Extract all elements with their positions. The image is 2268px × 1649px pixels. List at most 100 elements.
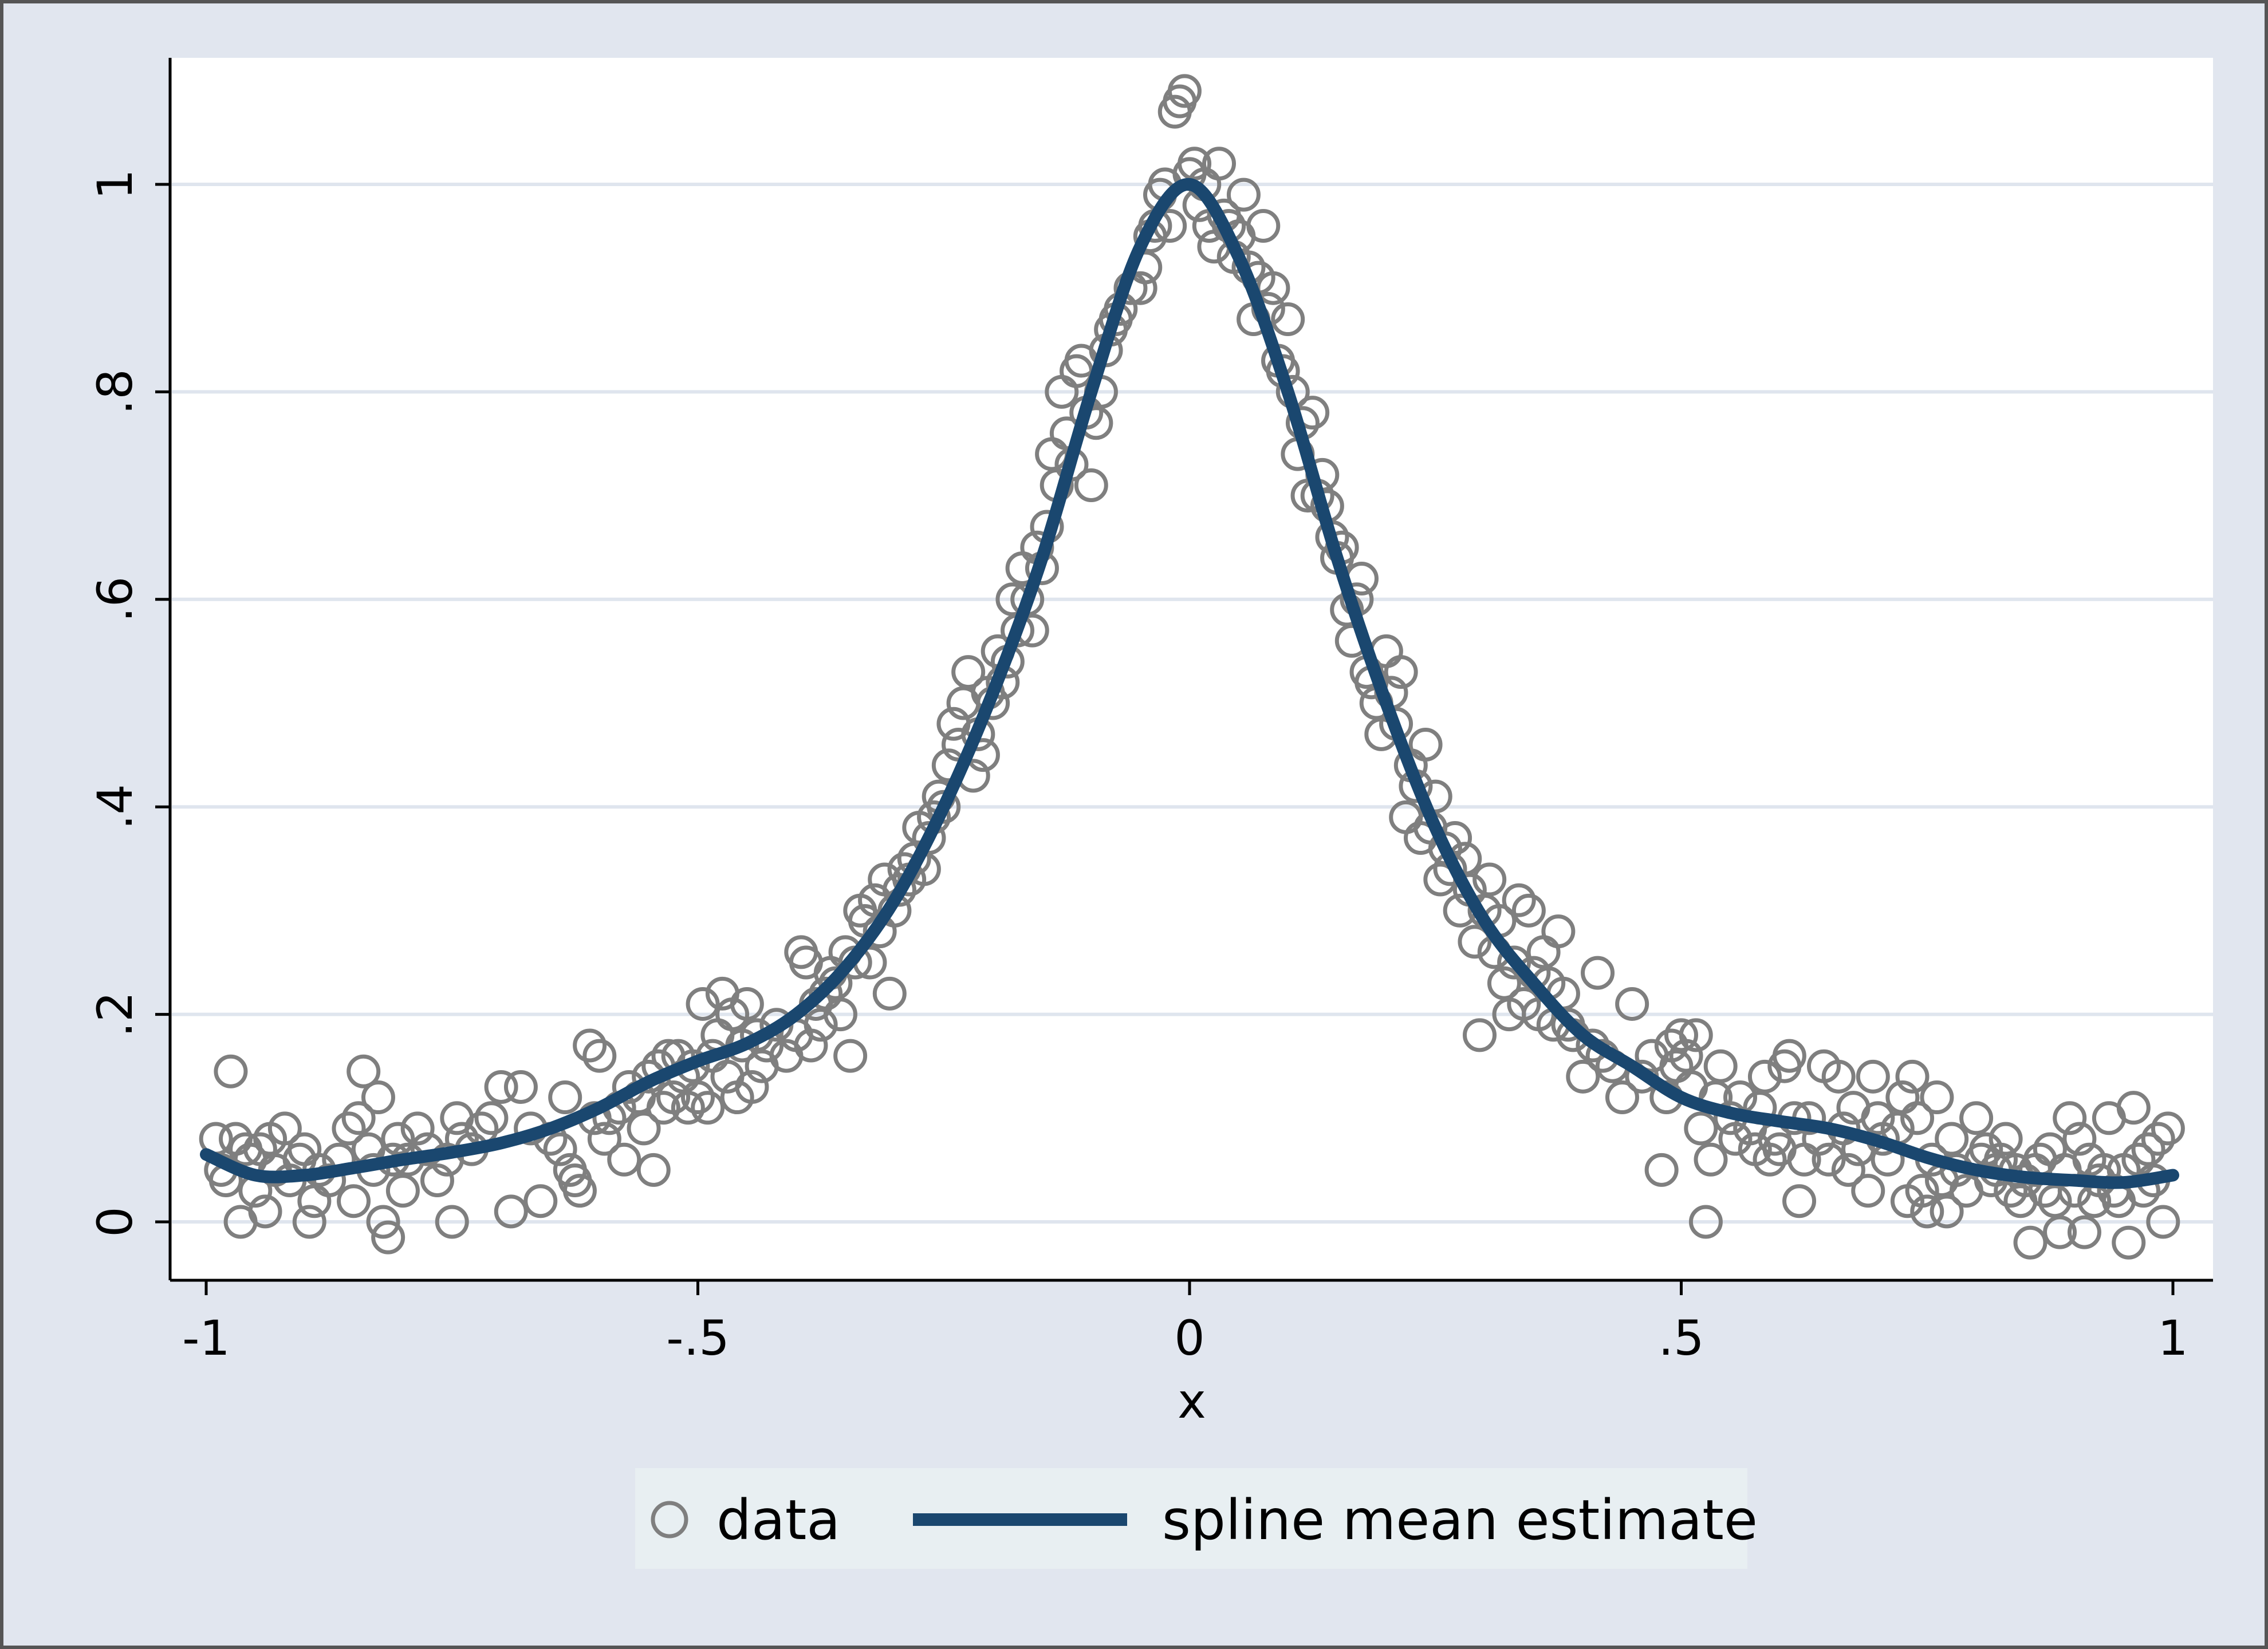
- data-point: [1669, 1039, 1703, 1073]
- data-point: [1703, 1049, 1738, 1083]
- data-point: [337, 1184, 371, 1218]
- data-point: [818, 966, 853, 1000]
- data-point: [2062, 1122, 2097, 1156]
- data-point: [1178, 147, 1212, 181]
- data-point: [1851, 1174, 1885, 1208]
- data-point: [1541, 914, 1576, 949]
- data-point: [1497, 945, 1531, 980]
- data-point: [1831, 1153, 1865, 1187]
- data-point: [1384, 655, 1418, 689]
- data-point: [366, 1205, 400, 1239]
- data-point: [1861, 1101, 1895, 1135]
- data-point: [1202, 147, 1237, 181]
- data-point: [435, 1205, 469, 1239]
- data-point: [214, 1054, 248, 1088]
- data-point: [1782, 1184, 1817, 1218]
- data-point: [474, 1101, 509, 1135]
- data-point: [1271, 302, 1305, 337]
- data-point: [1753, 1142, 1787, 1177]
- data-point: [503, 1070, 538, 1104]
- data-point: [1074, 468, 1108, 502]
- data-point: [1463, 1018, 1497, 1052]
- data-point: [1989, 1122, 2023, 1156]
- data-point: [1821, 1059, 1856, 1094]
- data-point: [1679, 1018, 1713, 1052]
- data-point: [385, 1174, 420, 1208]
- data-point: [1900, 1101, 1935, 1135]
- x-tick-label: 0: [1174, 1310, 1204, 1366]
- data-point: [1812, 1142, 1846, 1177]
- data-point: [1694, 1142, 1728, 1177]
- data-point: [927, 790, 961, 824]
- spline-mean-line: [200, 177, 2179, 1189]
- data-point: [1895, 1059, 1930, 1094]
- legend: data spline mean estimate: [635, 1468, 1758, 1569]
- data-point: [2131, 1132, 2165, 1166]
- data-point: [2141, 1122, 2175, 1156]
- data-point: [794, 1028, 828, 1063]
- tick-marks: 0 .2 .4 .6 .8 1 -1 -.5 0 .5 1: [87, 169, 2188, 1366]
- y-tick-label: .8: [87, 369, 143, 415]
- data-point: [1428, 831, 1462, 866]
- data-point: [646, 1091, 680, 1125]
- data-point: [730, 987, 764, 1021]
- data-point: [332, 1111, 366, 1146]
- x-axis-title: x: [1178, 1373, 1206, 1429]
- data-points: [199, 74, 2185, 1260]
- legend-label-data: data: [716, 1488, 840, 1552]
- data-point: [951, 655, 986, 689]
- data-point: [267, 1111, 302, 1146]
- data-point: [2112, 1225, 2146, 1260]
- x-tick-label: -.5: [666, 1310, 729, 1366]
- data-point: [1856, 1059, 1890, 1094]
- data-point: [2043, 1215, 2077, 1249]
- data-point: [686, 987, 720, 1021]
- data-point: [346, 1054, 381, 1088]
- axes: [168, 58, 2213, 1282]
- y-tick-label: .4: [87, 784, 143, 830]
- data-point: [2067, 1215, 2101, 1249]
- data-point: [735, 1070, 769, 1104]
- data-point: [1458, 925, 1492, 959]
- data-point: [833, 1039, 868, 1073]
- data-point: [1487, 966, 1521, 1000]
- data-point: [1920, 1080, 1954, 1115]
- data-point: [1935, 1122, 1969, 1156]
- data-point: [1511, 893, 1546, 928]
- x-tick-label: 1: [2157, 1310, 2188, 1366]
- data-point: [341, 1101, 376, 1135]
- x-tick-label: .5: [1658, 1310, 1704, 1366]
- data-point: [292, 1205, 326, 1239]
- legend-marker-data: [651, 1501, 688, 1538]
- data-point: [523, 1184, 558, 1218]
- data-point: [1930, 1194, 1964, 1229]
- data-point: [2146, 1205, 2180, 1239]
- data-point: [371, 1220, 405, 1254]
- y-tick-label: .2: [87, 992, 143, 1037]
- data-point: [543, 1132, 577, 1166]
- spline-layer: [200, 177, 2179, 1189]
- data-point: [1684, 1111, 1718, 1146]
- data-point: [361, 1080, 395, 1115]
- data-point: [400, 1111, 435, 1146]
- data-point: [1502, 883, 1536, 917]
- chart: 0 .2 .4 .6 .8 1 -1 -.5 0 .5 1 x data spline mean e…: [87, 58, 2213, 1569]
- data-point: [1581, 956, 1615, 990]
- data-point: [420, 1163, 454, 1198]
- data-point: [1747, 1059, 1782, 1094]
- data-point: [1688, 1205, 1723, 1239]
- data-point: [2151, 1111, 2185, 1146]
- data-point: [823, 997, 857, 1032]
- data-point: [671, 1091, 705, 1125]
- y-tick-label: 0: [87, 1206, 143, 1237]
- data-point: [882, 873, 916, 907]
- data-point: [804, 1008, 838, 1042]
- y-tick-label: .6: [87, 577, 143, 622]
- data-point: [381, 1122, 415, 1156]
- data-point: [2038, 1184, 2072, 1218]
- data-point: [1615, 987, 1649, 1021]
- data-point: [2116, 1091, 2151, 1125]
- data-point: [1605, 1080, 1639, 1115]
- data-point: [562, 1174, 597, 1208]
